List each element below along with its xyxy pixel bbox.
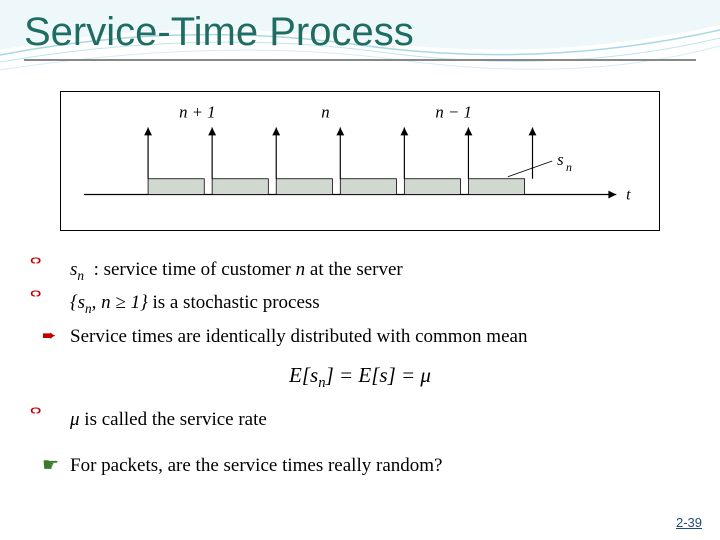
bullet-icon: ິ <box>42 405 70 434</box>
bullet-service-rate: ິ μ is called the service rate <box>42 405 678 434</box>
arrow-icon: ➨ <box>42 322 70 351</box>
svg-text:n: n <box>566 160 572 174</box>
bullet-text: {sn, n ≥ 1} is a stochastic process <box>70 288 678 319</box>
svg-text:t: t <box>626 186 631 203</box>
page-number: 2-39 <box>676 515 702 530</box>
svg-text:n: n <box>321 103 329 122</box>
bullet-question: ☛ For packets, are the service times rea… <box>42 451 678 480</box>
svg-text:n − 1: n − 1 <box>435 103 471 122</box>
svg-text:s: s <box>557 150 564 169</box>
content-area: ິ sn : service time of customer n at the… <box>0 231 720 480</box>
bullet-text: For packets, are the service times reall… <box>70 451 678 480</box>
bullet-identical: ➨ Service times are identically distribu… <box>42 322 678 351</box>
point-icon: ☛ <box>42 451 70 480</box>
bullet-icon: ິ <box>42 288 70 317</box>
bullet-text: sn : service time of customer n at the s… <box>70 255 678 286</box>
bullet-text: μ is called the service rate <box>70 405 678 434</box>
bullet-stochastic: ິ {sn, n ≥ 1} is a stochastic process <box>42 288 678 319</box>
svg-text:n + 1: n + 1 <box>179 103 215 122</box>
service-time-diagram: tn + 1nn − 1sn <box>60 91 660 231</box>
page-title: Service-Time Process <box>0 0 720 55</box>
equation-row: E[sn] = E[s] = μ <box>42 353 678 405</box>
bullet-service-time: ິ sn : service time of customer n at the… <box>42 255 678 286</box>
bullet-text: Service times are identically distribute… <box>70 322 678 351</box>
bullet-icon: ິ <box>42 255 70 284</box>
title-underline <box>24 59 696 61</box>
